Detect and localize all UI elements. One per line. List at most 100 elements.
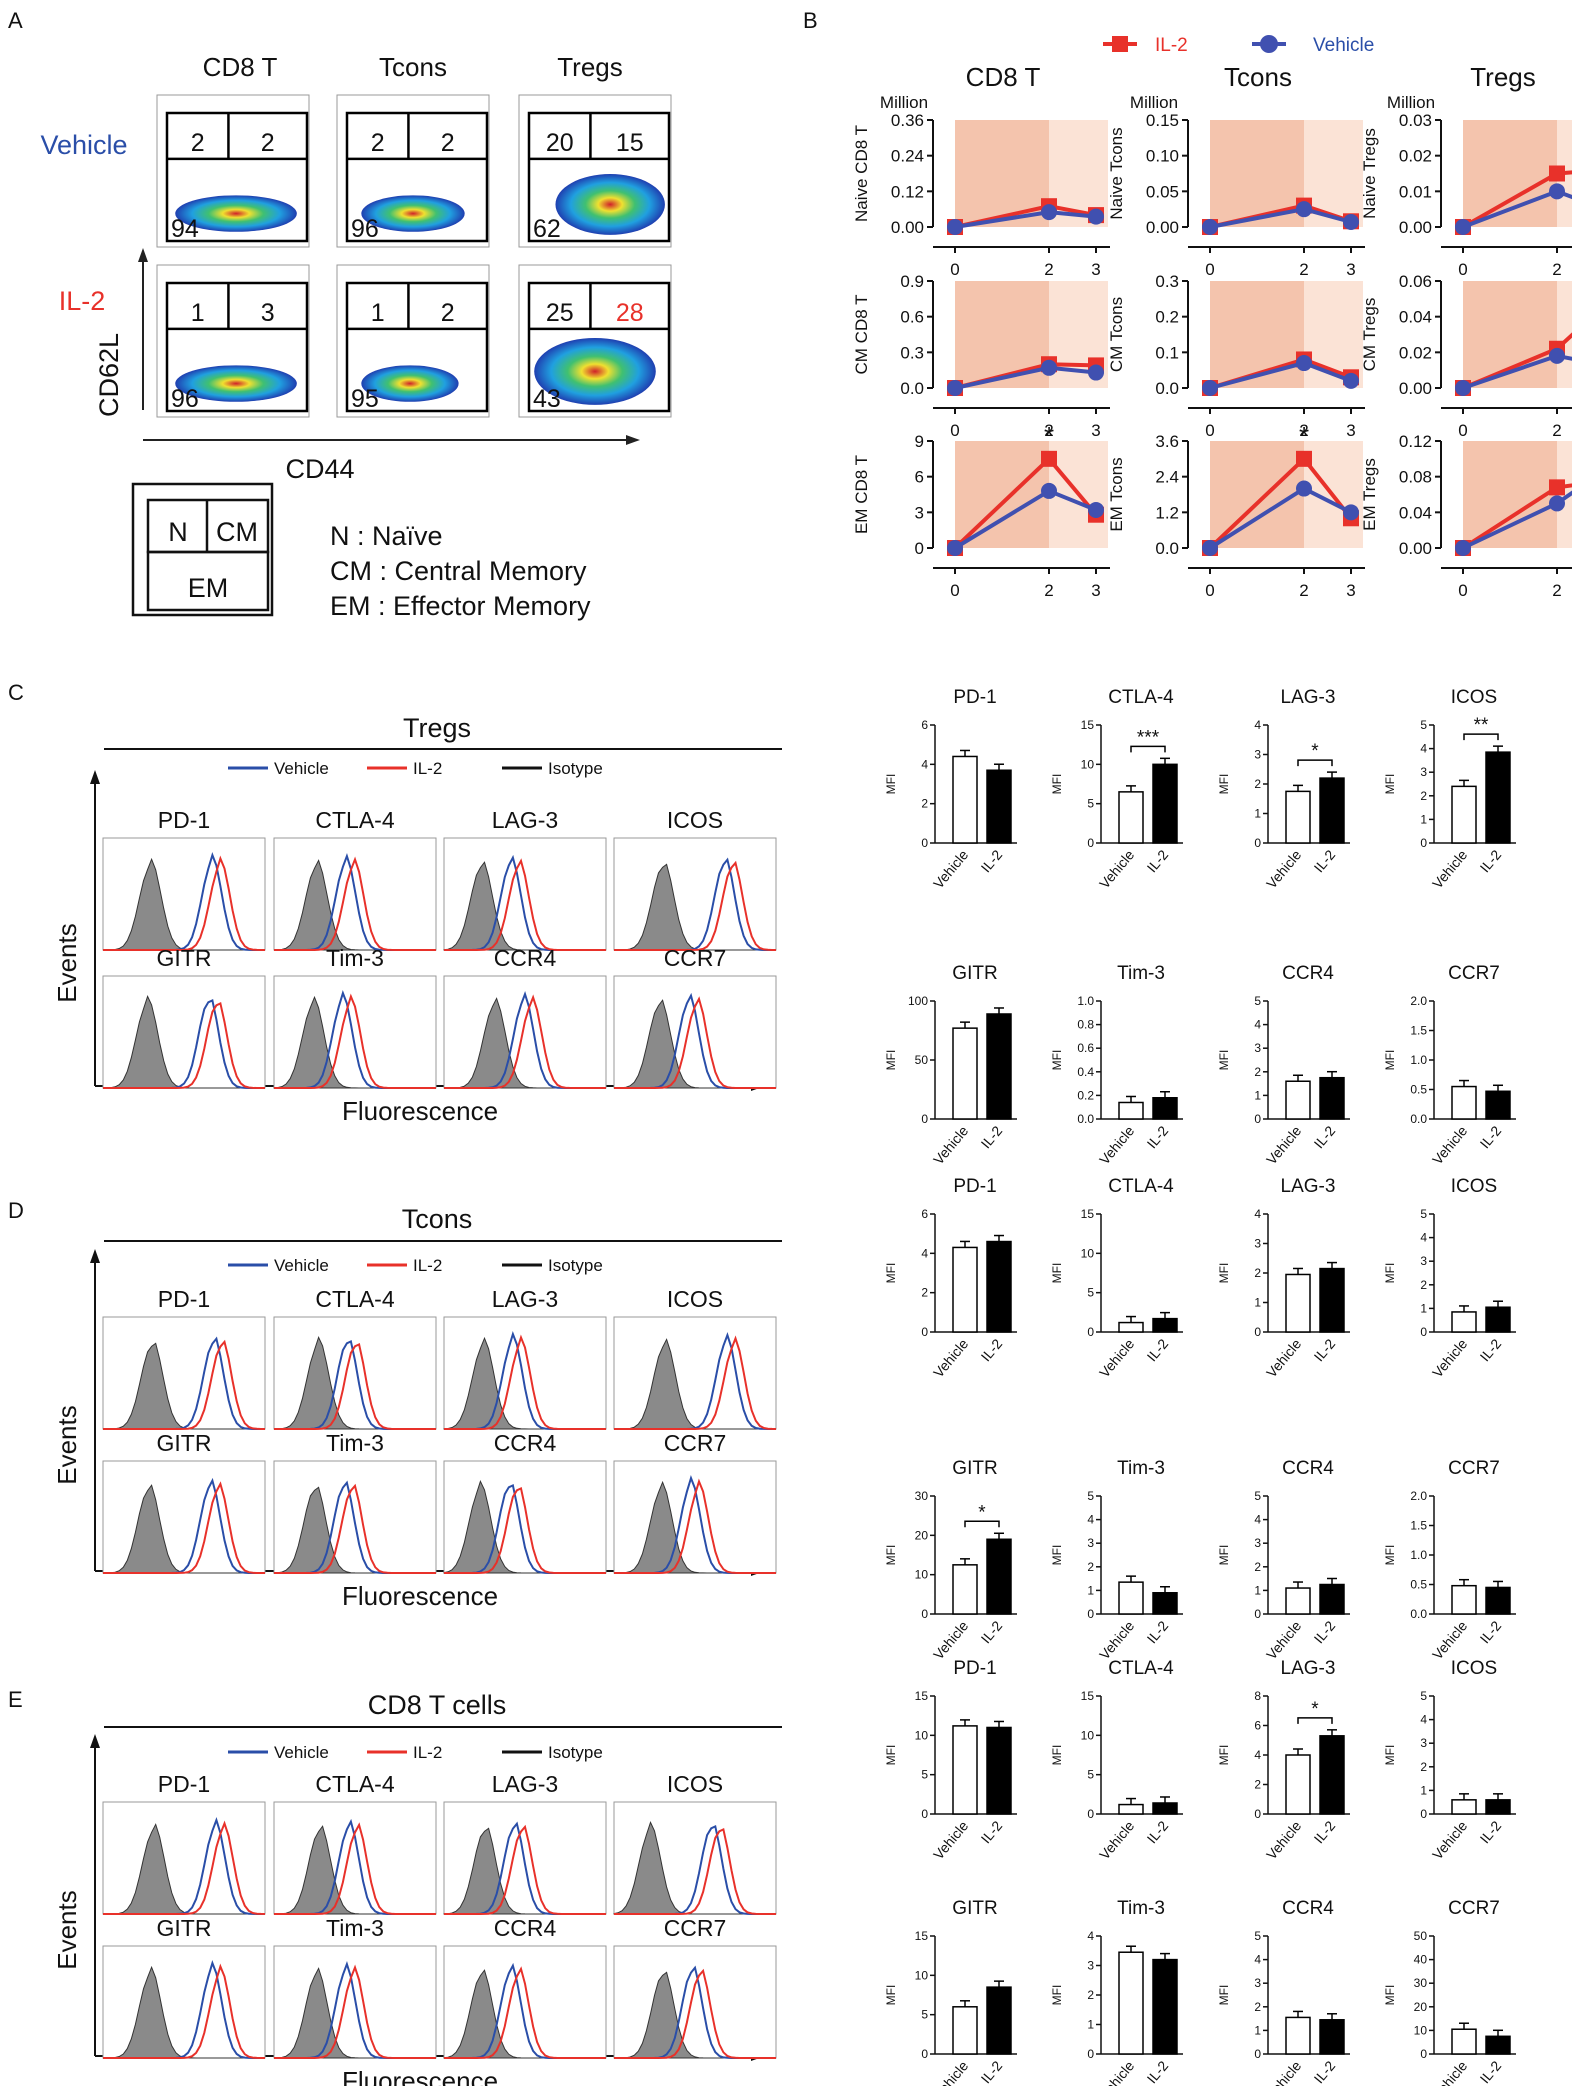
histogram-title: PD-1 [158, 1771, 210, 1797]
mfi-bar-il2 [1319, 1267, 1345, 1333]
mfi-x-label: IL-2 [978, 1617, 1006, 1646]
mfi-bar-vehicle [1118, 1803, 1144, 1815]
mfi-chart-d-ccr4: CCR4 0 1 2 3 4 5 MFI Vehicle IL-2 [1217, 1458, 1350, 1663]
mfi-x-label: IL-2 [1311, 846, 1339, 875]
mfi-chart-e-lag-3: LAG-3 0 2 4 6 8 MFI Vehicle IL-2 * [1217, 1658, 1350, 1863]
mfi-y-tick-label: 3 [1254, 1041, 1261, 1055]
mfi-y-tick-label: 1 [1087, 1583, 1094, 1597]
y-tick-label: 0.1 [1155, 343, 1179, 362]
mfi-y-tick-label: 3 [1254, 1976, 1261, 1990]
shade-early [1210, 281, 1304, 388]
gate-em [527, 281, 671, 413]
line-legend-vehicle [1252, 35, 1286, 53]
mfi-x-label: IL-2 [1311, 1122, 1339, 1151]
mfi-bar-vehicle [952, 1564, 978, 1615]
flow-xlabel: CD44 [285, 454, 354, 484]
mfi-y-tick-label: 5 [1087, 797, 1094, 811]
y-tick-label: 2.4 [1155, 468, 1179, 487]
significance-mark: * [1044, 421, 1054, 451]
mfi-y-tick-label: 5 [1087, 1286, 1094, 1300]
mfi-x-label: Vehicle [1096, 1817, 1137, 1862]
mfi-bar-vehicle [1451, 1799, 1477, 1815]
mfi-bar-vehicle [1451, 1584, 1477, 1615]
histogram-c-ccr4: CCR4 [443, 945, 607, 1089]
mfi-y-tick-label: 3 [1420, 765, 1427, 779]
y-axis-label: CM Tcons [1107, 297, 1126, 372]
x-tick-label: 0 [1458, 581, 1467, 600]
y-axis-label: CM CD8 T [852, 295, 871, 375]
mfi-sig-bracket [964, 1520, 1000, 1528]
gate-value-naive: 1 [371, 299, 385, 327]
x-tick-label: 0 [1458, 421, 1467, 440]
density-blob [175, 365, 297, 402]
histogram-title: ICOS [667, 1771, 723, 1797]
mfi-x-label: IL-2 [1477, 1617, 1505, 1646]
mfi-bar-il2 [1152, 1317, 1178, 1333]
mfi-y-tick-label: 4 [1254, 1513, 1261, 1527]
mfi-x-label: Vehicle [930, 2057, 971, 2086]
flow-plot-r0-c2: 20 15 62 [518, 94, 672, 248]
mfi-x-label: IL-2 [978, 846, 1006, 875]
line-chart-cm-cd8-t: 0.0 0.3 0.6 0.9 0 2 3 CM CD8 T [852, 272, 1110, 440]
mfi-chart-e-ccr7: CCR7 0 10 20 30 40 50 MFI Vehicle IL-2 [1383, 1898, 1516, 2086]
mfi-y-tick-label: 4 [1254, 1953, 1261, 1967]
mfi-y-tick-label: 10 [915, 1568, 929, 1582]
mfi-y-tick-label: 2 [1420, 1760, 1427, 1774]
mfi-y-tick-label: 0.0 [1410, 1607, 1427, 1621]
mfi-sig-mark: * [978, 1502, 986, 1523]
mfi-bar-il2 [1152, 1592, 1178, 1615]
shade-early [955, 441, 1049, 548]
histogram-title: GITR [157, 945, 212, 971]
mfi-y-tick-label: 3 [1420, 1736, 1427, 1750]
x-tick-label: 3 [1091, 260, 1100, 279]
panel-label-b: B [803, 8, 818, 33]
histogram-d-tim-3: Tim-3 [273, 1430, 437, 1574]
il2-curve [274, 856, 436, 951]
gate-key-em: EM [188, 573, 229, 603]
point-vehicle [1549, 495, 1565, 512]
mfi-x-label: Vehicle [1096, 2057, 1137, 2086]
point-vehicle [1296, 480, 1312, 497]
mfi-bar-vehicle [1285, 790, 1311, 844]
line-legend-il2-label: IL-2 [1155, 35, 1188, 56]
histo-legend-e: Vehicle IL-2 Isotype [228, 1743, 603, 1762]
y-tick-label: 0.01 [1399, 182, 1432, 201]
shade-early [1463, 441, 1557, 548]
il2-curve [614, 1968, 776, 2059]
mfi-ylabel: MFI [1383, 1545, 1397, 1566]
x-tick-label: 2 [1552, 260, 1561, 279]
x-tick-label: 0 [1458, 260, 1467, 279]
mfi-title: LAG-3 [1281, 1658, 1336, 1679]
mfi-y-tick-label: 0.6 [1077, 1041, 1094, 1055]
histogram-c-tim-3: Tim-3 [273, 945, 437, 1089]
histo-y-arrow [90, 770, 100, 784]
il2-curve [274, 1342, 436, 1430]
x-tick-label: 2 [1044, 421, 1053, 440]
mfi-y-tick-label: 5 [1254, 1489, 1261, 1503]
mfi-y-tick-label: 0 [1254, 1607, 1261, 1621]
mfi-x-label: IL-2 [1477, 1122, 1505, 1151]
mfi-ylabel: MFI [1383, 1263, 1397, 1284]
mfi-y-tick-label: 3 [1254, 748, 1261, 762]
mfi-y-tick-label: 3 [1087, 1536, 1094, 1550]
x-tick-label: 2 [1299, 260, 1308, 279]
mfi-title: CCR7 [1448, 1458, 1500, 1479]
histogram-frame [102, 837, 266, 951]
mfi-y-tick-label: 2 [1254, 2000, 1261, 2014]
histogram-e-ccr4: CCR4 [443, 1915, 607, 2059]
gate-value-naive: 2 [371, 129, 385, 157]
y-tick-label: 6 [915, 468, 924, 487]
mfi-y-tick-label: 0 [1087, 836, 1094, 850]
mfi-bar-il2 [1319, 1076, 1345, 1120]
panel-label-d: D [8, 1198, 24, 1223]
histogram-title: GITR [157, 1430, 212, 1456]
histogram-title: CTLA-4 [315, 807, 394, 833]
line-chart-naive-tregs: 0.000.010.020.03023Naive Tregs* [1360, 111, 1572, 279]
mfi-y-tick-label: 6 [921, 1207, 928, 1221]
mfi-bar-vehicle [1451, 785, 1477, 844]
mfi-bar-il2 [986, 1986, 1012, 2055]
line-chart-cm-tcons: 0.0 0.1 0.2 0.3 0 2 3 CM Tcons [1107, 272, 1365, 440]
mfi-y-tick-label: 0 [1087, 1807, 1094, 1821]
mfi-y-tick-label: 2.0 [1410, 994, 1427, 1008]
